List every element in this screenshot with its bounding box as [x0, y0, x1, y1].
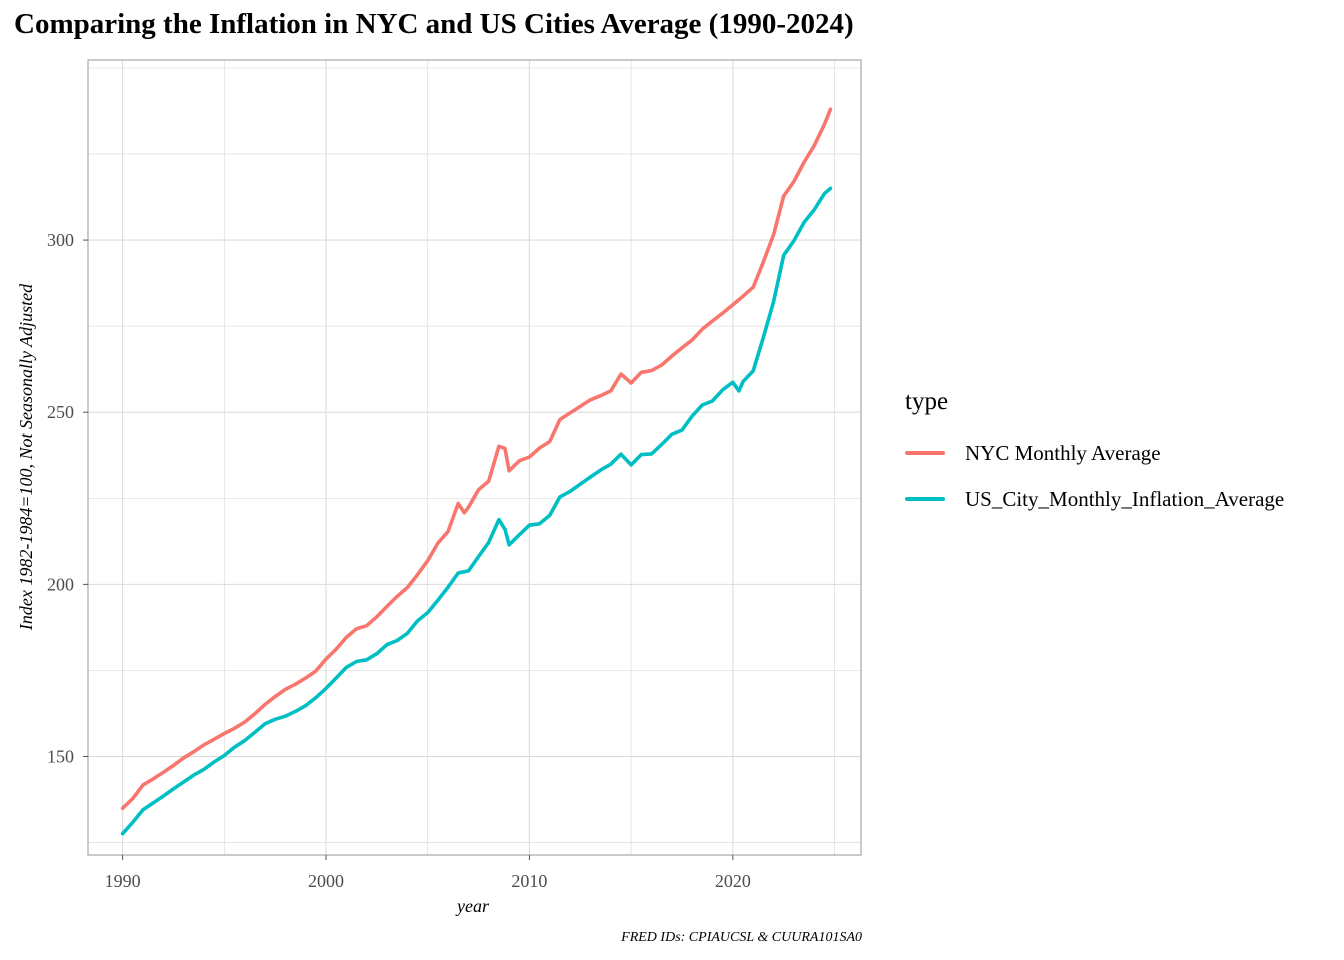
- caption: FRED IDs: CPIAUCSL & CUURA101SA0: [621, 930, 862, 945]
- legend-item-nyc: NYC Monthly Average: [905, 430, 1284, 476]
- x-tick-label: 1990: [105, 871, 141, 891]
- legend-label-us: US_City_Monthly_Inflation_Average: [965, 486, 1285, 511]
- y-tick-label: 300: [47, 230, 74, 250]
- legend: type NYC Monthly Average US_City_Monthly…: [905, 388, 1284, 522]
- panel-border: [87, 59, 862, 856]
- legend-key-us: [905, 497, 945, 501]
- x-tick-label: 2020: [715, 871, 751, 891]
- series-line-nyc: [120, 107, 833, 810]
- y-axis-label: Index 1982-1984=100, Not Seasonally Adju…: [16, 283, 36, 631]
- x-tick-label: 2000: [308, 871, 344, 891]
- y-axis: 150 200 250 300: [47, 230, 88, 767]
- chart-title: Comparing the Inflation in NYC and US Ci…: [14, 8, 854, 40]
- x-axis: 1990 2000 2010 2020: [105, 855, 751, 891]
- x-tick-label: 2010: [511, 871, 547, 891]
- x-axis-label: year: [455, 896, 490, 916]
- y-tick-label: 250: [47, 402, 74, 422]
- legend-key-nyc: [905, 451, 945, 455]
- grid-lines: [88, 60, 861, 855]
- legend-title: type: [905, 388, 949, 415]
- series-line-us: [120, 186, 833, 836]
- y-tick-label: 200: [47, 574, 74, 594]
- y-tick-label: 150: [47, 747, 74, 767]
- legend-label-nyc: NYC Monthly Average: [965, 440, 1161, 465]
- legend-item-us: US_City_Monthly_Inflation_Average: [905, 476, 1284, 522]
- series-layer: [120, 107, 833, 836]
